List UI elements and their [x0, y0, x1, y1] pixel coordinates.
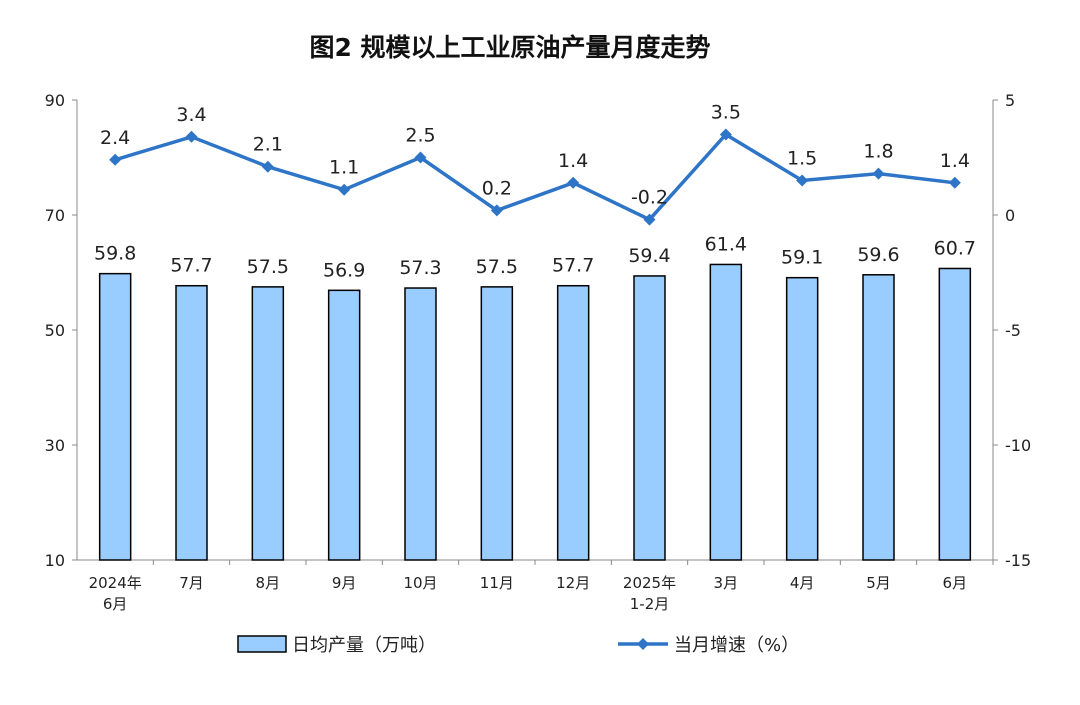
- x-tick-label: 7月: [179, 574, 204, 592]
- line-marker: [414, 151, 427, 164]
- bar-data-label: 57.3: [399, 257, 441, 279]
- line-data-label: 2.4: [100, 127, 130, 149]
- bar-data-label: 59.8: [94, 243, 136, 265]
- line-marker: [643, 213, 656, 226]
- x-tick-label: 2024年: [89, 574, 142, 592]
- line-marker: [261, 160, 274, 173]
- bar: [404, 287, 437, 561]
- bar: [785, 276, 819, 561]
- line-data-label: 1.4: [940, 150, 970, 172]
- line-data-label: 3.5: [711, 102, 741, 124]
- line-data-label: 2.1: [253, 134, 283, 156]
- line-data-label: 1.4: [558, 150, 588, 172]
- line-marker: [490, 204, 503, 217]
- x-tick-label: 6月: [103, 595, 128, 613]
- line-data-label: 3.4: [176, 104, 206, 126]
- bar-data-label: 56.9: [323, 259, 365, 281]
- bar-data-label: 59.6: [857, 244, 899, 266]
- bar-data-label: 57.5: [476, 256, 518, 278]
- bar-data-label: 59.4: [628, 245, 670, 267]
- x-tick-label: 2025年: [623, 574, 676, 592]
- left-tick-label: 50: [45, 321, 65, 340]
- line-marker: [185, 130, 198, 143]
- line-marker: [872, 167, 885, 180]
- right-tick-label: -10: [1005, 436, 1031, 455]
- x-tick-label: 9月: [332, 574, 357, 592]
- chart-title: 图2 规模以上工业原油产量月度走势: [309, 33, 711, 62]
- bar: [327, 289, 361, 561]
- bar-data-label: 61.4: [705, 233, 747, 255]
- line-data-label: 2.5: [405, 125, 435, 147]
- x-tick-label: 1-2月: [630, 595, 670, 613]
- x-tick-label: 12月: [556, 574, 590, 592]
- bar-data-label: 57.5: [247, 256, 289, 278]
- left-tick-label: 70: [45, 206, 65, 225]
- line-data-label: -0.2: [631, 187, 668, 209]
- x-tick-label: 3月: [714, 574, 739, 592]
- line-marker: [567, 176, 580, 189]
- bar: [251, 286, 285, 561]
- x-tick-label: 10月: [403, 574, 437, 592]
- right-tick-label: 5: [1005, 91, 1015, 110]
- bar: [480, 286, 514, 561]
- bar-data-label: 59.1: [781, 247, 823, 269]
- line-data-label: 1.8: [863, 141, 893, 163]
- line-marker: [796, 174, 809, 187]
- x-tick-label: 6月: [943, 574, 968, 592]
- bar: [633, 275, 666, 561]
- bar: [556, 284, 590, 561]
- x-tick-label: 8月: [256, 574, 281, 592]
- left-tick-label: 10: [45, 551, 65, 570]
- bar-data-label: 57.7: [170, 255, 212, 277]
- bar-data-label: 57.7: [552, 255, 594, 277]
- x-tick-label: 11月: [480, 574, 514, 592]
- line-marker: [948, 176, 961, 189]
- line-marker: [719, 128, 732, 141]
- bar: [938, 267, 972, 561]
- line-marker: [338, 183, 351, 196]
- line-data-label: 0.2: [482, 177, 512, 199]
- legend-bar-label: 日均产量（万吨）: [292, 635, 436, 656]
- bar: [709, 263, 743, 561]
- x-tick-label: 4月: [790, 574, 815, 592]
- legend-line-label: 当月增速（%）: [674, 635, 799, 656]
- line-data-label: 1.1: [329, 157, 359, 179]
- left-tick-label: 90: [45, 91, 65, 110]
- line-data-label: 1.5: [787, 148, 817, 170]
- legend-bar-swatch: [237, 635, 287, 653]
- bar: [98, 272, 132, 561]
- bar: [862, 274, 895, 561]
- bar: [175, 284, 208, 561]
- right-tick-label: -5: [1005, 321, 1021, 340]
- line-marker: [109, 153, 122, 166]
- series-line: [114, 132, 956, 222]
- legend-line-marker: [637, 638, 649, 650]
- right-tick-label: -15: [1005, 551, 1031, 570]
- x-tick-label: 5月: [866, 574, 891, 592]
- bar-data-label: 60.7: [934, 237, 976, 259]
- right-tick-label: 0: [1005, 206, 1015, 225]
- left-tick-label: 30: [45, 436, 65, 455]
